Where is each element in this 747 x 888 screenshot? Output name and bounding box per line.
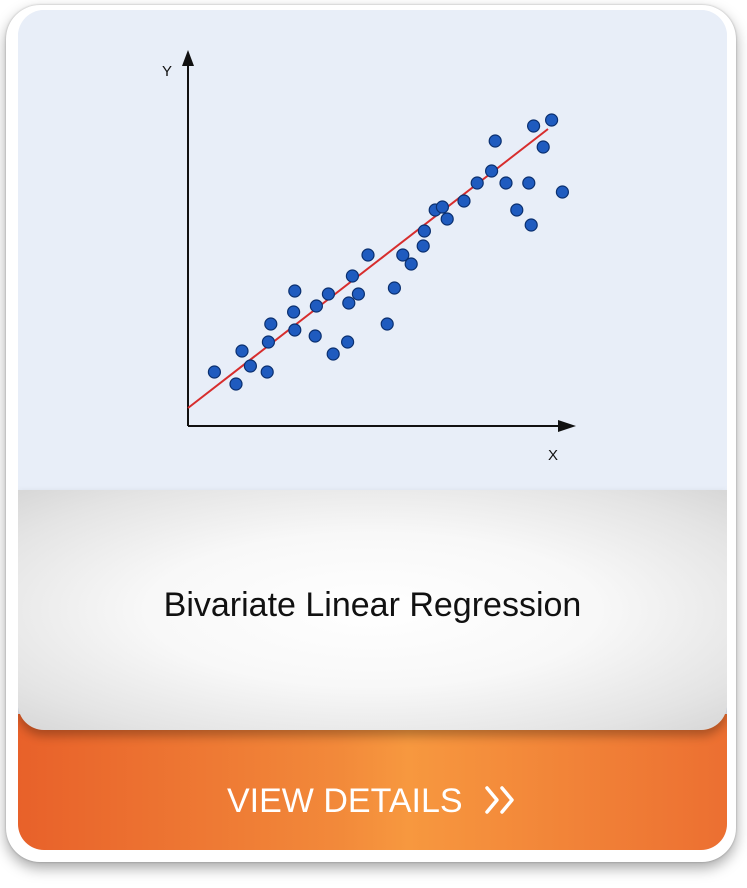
data-point (435, 200, 449, 214)
data-point (321, 287, 335, 301)
double-chevron-right-icon[interactable] (484, 785, 518, 815)
scatter-chart: X Y (162, 50, 576, 464)
data-point (555, 185, 570, 199)
data-point (526, 119, 541, 133)
data-point (288, 323, 302, 337)
data-point (235, 344, 249, 358)
y-axis-label: Y (162, 63, 172, 80)
regression-card[interactable]: X Y Bivariate Linear Regression VIEW DET… (18, 10, 727, 850)
data-point (361, 248, 375, 262)
view-details-label[interactable]: VIEW DETAILS (227, 782, 463, 820)
data-point (243, 359, 257, 373)
data-point (261, 335, 275, 349)
data-point (457, 194, 471, 208)
data-point (260, 365, 274, 379)
data-point (440, 212, 454, 226)
data-point (536, 140, 550, 154)
data-point (396, 248, 410, 262)
data-point (342, 296, 356, 310)
view-details-button[interactable]: VIEW DETAILS (18, 714, 727, 850)
data-point (207, 365, 221, 379)
y-axis-arrow-icon (182, 50, 194, 66)
data-point (510, 203, 524, 217)
card-title: Bivariate Linear Regression (163, 586, 582, 624)
data-points-group (207, 113, 570, 391)
data-point (308, 329, 322, 343)
x-axis-label: X (548, 447, 558, 464)
data-point (485, 164, 499, 178)
data-point (264, 317, 278, 331)
data-point (387, 281, 401, 295)
data-point (488, 134, 502, 148)
data-point (524, 218, 538, 232)
data-point (544, 113, 559, 127)
view-details-label-row[interactable]: VIEW DETAILS (18, 782, 727, 821)
title-panel: Bivariate Linear Regression (18, 490, 727, 730)
data-point (326, 347, 340, 361)
data-point (229, 377, 243, 391)
x-axis-arrow-icon (558, 420, 576, 432)
data-point (522, 176, 536, 190)
data-point (351, 287, 365, 301)
data-point (470, 176, 484, 190)
chart-illustration-panel: X Y (18, 10, 727, 490)
data-point (288, 284, 302, 298)
data-point (345, 269, 359, 283)
data-point (417, 224, 431, 238)
data-point (380, 317, 394, 331)
data-point (287, 305, 301, 319)
data-point (416, 239, 430, 253)
data-point (341, 335, 355, 349)
data-point (404, 257, 418, 271)
data-point (309, 299, 323, 313)
chart-axes (182, 50, 576, 432)
data-point (499, 176, 513, 190)
